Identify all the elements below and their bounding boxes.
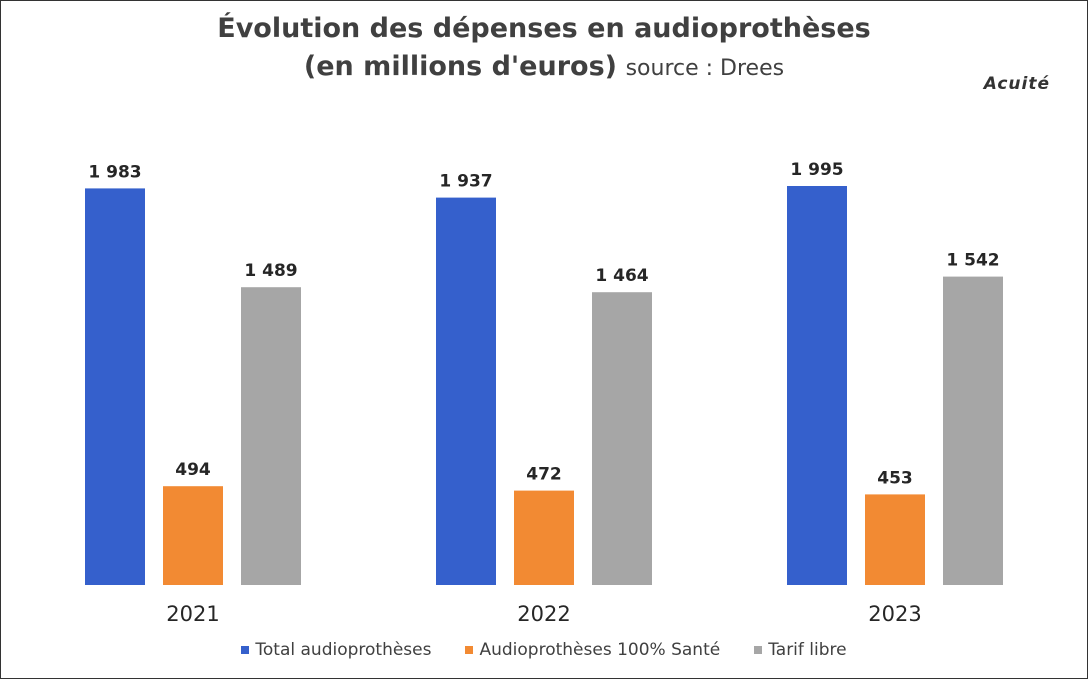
legend-item-series-3: Tarif libre xyxy=(754,640,847,660)
bar-2021-series-1 xyxy=(85,188,145,585)
title-line-2: (en millions d'euros) source : Drees xyxy=(0,48,1088,88)
bar-2023-series-2 xyxy=(865,494,925,585)
legend-item-series-2: Audioprothèses 100% Santé xyxy=(465,640,720,660)
value-label-2021-series-1: 1 983 xyxy=(88,162,141,182)
bar-2021-series-2 xyxy=(163,486,223,585)
value-label-2022-series-3: 1 464 xyxy=(595,266,648,286)
value-label-2023-series-2: 453 xyxy=(877,468,913,488)
value-label-2022-series-1: 1 937 xyxy=(439,172,492,192)
title-line-1: Évolution des dépenses en audioprothèses xyxy=(217,13,871,44)
acuite-logo: Acuité xyxy=(983,74,1050,94)
legend: Total audioprothèses Audioprothèses 100% … xyxy=(0,640,1088,660)
bar-2022-series-3 xyxy=(592,292,652,585)
value-label-2022-series-2: 472 xyxy=(526,465,562,485)
category-label-2022: 2022 xyxy=(517,602,570,626)
legend-swatch-series-1 xyxy=(241,646,250,654)
legend-swatch-series-2 xyxy=(465,646,474,654)
chart-title: Évolution des dépenses en audioprothèses… xyxy=(0,10,1088,88)
legend-label-series-2: Audioprothèses 100% Santé xyxy=(479,640,721,660)
bar-2022-series-2 xyxy=(514,490,574,585)
value-labels-layer: 1 983 494 1 489 1 937 472 1 464 1 995 453 1 542 xyxy=(88,160,999,488)
bars-layer xyxy=(85,186,1003,585)
category-labels-layer: 2021 2022 2023 xyxy=(166,602,921,626)
legend-label-series-1: Total audioprothèses xyxy=(255,640,432,660)
legend-swatch-series-3 xyxy=(754,646,763,654)
bar-2022-series-1 xyxy=(436,197,496,585)
category-label-2021: 2021 xyxy=(166,602,219,626)
legend-item-series-1: Total audioprothèses xyxy=(241,640,431,660)
bar-2023-series-1 xyxy=(787,186,847,585)
title-unit: (en millions d'euros) xyxy=(303,51,617,82)
value-label-2023-series-1: 1 995 xyxy=(790,160,843,180)
bar-2021-series-3 xyxy=(241,287,301,585)
value-label-2021-series-2: 494 xyxy=(175,460,211,480)
value-label-2023-series-3: 1 542 xyxy=(946,251,999,271)
value-label-2021-series-3: 1 489 xyxy=(244,261,297,281)
category-label-2023: 2023 xyxy=(868,602,921,626)
bar-2023-series-3 xyxy=(943,276,1003,585)
legend-label-series-3: Tarif libre xyxy=(768,640,847,660)
title-source: source : Drees xyxy=(625,56,785,81)
